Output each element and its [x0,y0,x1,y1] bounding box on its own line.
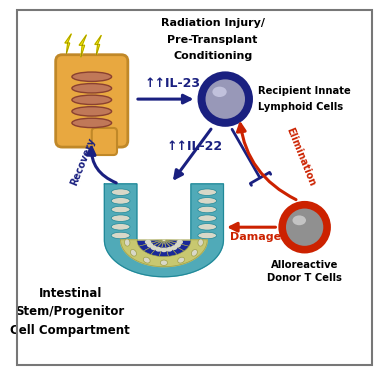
Text: Damage: Damage [230,232,282,242]
Ellipse shape [72,84,112,93]
FancyBboxPatch shape [92,128,117,155]
Ellipse shape [155,247,162,252]
Ellipse shape [72,72,112,81]
Ellipse shape [160,248,167,252]
Polygon shape [165,240,189,251]
Text: Lymphoid Cells: Lymphoid Cells [258,102,343,112]
Text: Pre-Transplant: Pre-Transplant [168,34,258,45]
Text: Alloreactive: Alloreactive [271,260,338,270]
Circle shape [286,209,323,246]
Ellipse shape [130,249,136,256]
Polygon shape [137,240,162,246]
Ellipse shape [150,245,157,250]
Ellipse shape [198,198,217,204]
Circle shape [206,80,245,119]
Ellipse shape [198,224,217,230]
Ellipse shape [111,198,130,204]
Text: Radiation Injury/: Radiation Injury/ [160,18,265,28]
Ellipse shape [160,260,168,266]
Ellipse shape [111,232,130,239]
Circle shape [280,202,329,252]
Polygon shape [79,35,87,57]
Polygon shape [159,241,168,256]
Ellipse shape [174,243,181,248]
Text: Conditioning: Conditioning [173,51,252,61]
Text: ↑↑IL-23: ↑↑IL-23 [144,77,200,90]
Ellipse shape [166,247,172,252]
Ellipse shape [198,232,217,239]
Ellipse shape [177,240,183,244]
Ellipse shape [124,239,130,246]
Text: ↑↑IL-22: ↑↑IL-22 [166,140,223,153]
Ellipse shape [145,240,152,244]
Polygon shape [144,241,163,255]
Ellipse shape [198,206,217,213]
Ellipse shape [292,215,306,225]
Ellipse shape [111,206,130,213]
Ellipse shape [72,118,112,128]
Polygon shape [65,34,71,53]
Text: Recovery: Recovery [69,136,98,187]
Ellipse shape [111,189,130,195]
Text: Donor T Cells: Donor T Cells [267,273,342,284]
Polygon shape [151,241,164,256]
Ellipse shape [198,239,203,246]
Ellipse shape [143,257,150,263]
Circle shape [199,73,251,125]
Polygon shape [104,184,224,277]
Polygon shape [139,240,162,251]
Polygon shape [166,240,191,246]
Ellipse shape [212,87,227,97]
Text: Cell Compartment: Cell Compartment [10,324,130,336]
FancyBboxPatch shape [56,55,128,147]
Text: Recipient Innate: Recipient Innate [258,86,351,96]
Ellipse shape [198,215,217,221]
Ellipse shape [147,243,153,248]
Ellipse shape [178,257,184,263]
Ellipse shape [72,106,112,116]
Ellipse shape [72,95,112,105]
Text: Intestinal: Intestinal [38,288,102,300]
Ellipse shape [191,249,197,256]
Polygon shape [165,241,177,256]
Polygon shape [165,241,184,255]
Ellipse shape [111,224,130,230]
Polygon shape [121,240,207,267]
Ellipse shape [111,215,130,221]
Text: Stem/Progenitor: Stem/Progenitor [15,306,125,318]
Polygon shape [95,35,101,55]
Ellipse shape [171,245,177,250]
Text: Elimination: Elimination [285,126,317,188]
Ellipse shape [198,189,217,195]
